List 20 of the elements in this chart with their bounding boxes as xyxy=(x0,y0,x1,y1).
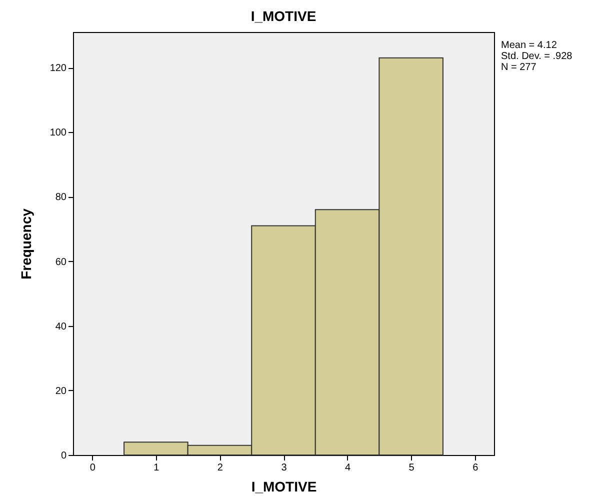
x-tick-label: 1 xyxy=(154,462,160,474)
x-axis-title: I_MOTIVE xyxy=(251,478,317,494)
x-tick-label: 0 xyxy=(90,462,96,474)
y-tick-label: 40 xyxy=(55,321,67,332)
y-tick-label: 0 xyxy=(60,450,67,462)
y-tick-label: 100 xyxy=(50,128,67,139)
y-tick-label: 60 xyxy=(55,256,67,268)
chart-title: I_MOTIVE xyxy=(250,8,316,24)
x-tick-label: 2 xyxy=(217,462,224,474)
text: Mean = 4.12 xyxy=(501,40,558,51)
y-axis-title: Frequency xyxy=(18,208,34,280)
text: Std. Dev. = .928 xyxy=(501,51,573,62)
y-tick-label: 20 xyxy=(55,386,67,397)
x-tick-label: 4 xyxy=(345,462,352,474)
y-tick-label: 80 xyxy=(55,192,67,204)
x-tick-label: 5 xyxy=(408,462,415,474)
text: N = 277 xyxy=(501,62,537,73)
x-tick-label: 6 xyxy=(472,462,479,474)
x-tick-label: 3 xyxy=(281,462,288,474)
y-tick-label: 120 xyxy=(50,63,67,74)
